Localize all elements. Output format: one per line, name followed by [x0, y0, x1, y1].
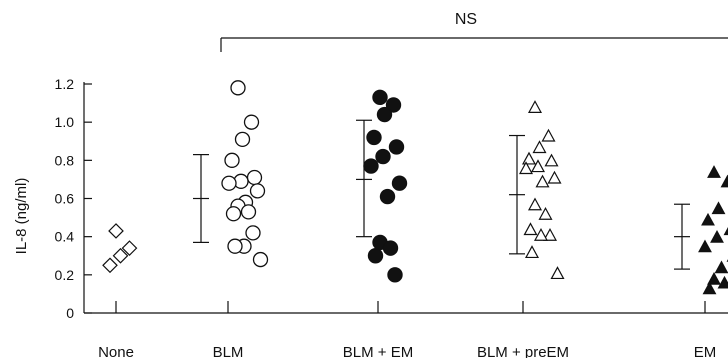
data-point	[714, 260, 728, 274]
data-point	[375, 148, 391, 165]
data-point	[382, 240, 399, 256]
data-point	[366, 129, 382, 146]
data-point	[221, 175, 237, 191]
data-point	[527, 197, 543, 211]
data-point	[518, 161, 534, 175]
data-point	[717, 275, 728, 289]
data-point	[234, 131, 251, 147]
x-category-label: None	[98, 344, 134, 358]
y-tick-label: 1.0	[55, 114, 75, 130]
y-tick-label: 0.6	[55, 191, 75, 207]
data-point	[372, 89, 388, 106]
data-point	[701, 212, 715, 226]
data-point	[535, 174, 550, 188]
y-tick-label: 0.2	[55, 267, 75, 283]
data-point	[698, 239, 712, 253]
y-axis-label: IL-8 (ng/ml)	[13, 178, 30, 255]
data-point	[249, 183, 266, 199]
data-point	[367, 248, 384, 264]
data-point	[547, 170, 562, 184]
data-point	[388, 139, 405, 155]
data-point	[225, 206, 242, 222]
x-category-label: BLM + EM	[343, 344, 413, 358]
x-category-label: BLM + preEM	[477, 344, 569, 358]
error-bars	[193, 119, 690, 270]
data-point	[544, 153, 559, 167]
data-point	[240, 204, 257, 220]
y-axis: 0 0.2 0.4 0.6 0.8 1.0 1.2	[55, 76, 92, 321]
data-point	[541, 128, 556, 142]
data-point	[707, 165, 721, 178]
data-point	[108, 223, 124, 239]
data-point	[121, 240, 138, 256]
data-point	[243, 114, 260, 130]
data-point	[710, 230, 724, 243]
x-category-label: EM	[694, 344, 717, 358]
data-point	[711, 201, 726, 215]
data-point	[387, 267, 403, 283]
y-tick-label: 0.4	[55, 229, 75, 245]
data-point	[376, 106, 393, 123]
data-point	[533, 228, 549, 241]
significance-annotation: NS	[220, 11, 728, 52]
data-point	[227, 238, 243, 254]
significance-label: NS	[455, 11, 477, 28]
data-point	[527, 100, 543, 113]
data-point	[379, 188, 396, 205]
data-point	[523, 222, 538, 236]
data-point	[524, 245, 540, 259]
y-tick-label: 1.2	[55, 76, 75, 92]
data-point	[102, 257, 118, 274]
data-point	[720, 174, 728, 188]
data-point	[230, 80, 246, 96]
data-point	[707, 272, 721, 285]
data-point	[521, 151, 537, 165]
y-tick-label: 0.8	[55, 152, 75, 168]
data-point	[530, 159, 546, 173]
data-point	[385, 97, 402, 113]
data-point	[550, 266, 565, 280]
data-points	[102, 80, 728, 295]
y-tick-label: 0	[66, 305, 74, 321]
data-point	[391, 175, 408, 191]
data-point	[245, 225, 261, 241]
data-point	[542, 228, 558, 241]
data-point	[723, 226, 728, 236]
x-category-label: BLM	[213, 344, 244, 358]
data-point	[112, 247, 129, 264]
x-axis: None BLM BLM + EM BLM + preEM EM	[84, 301, 728, 358]
data-point	[702, 281, 717, 295]
data-point	[538, 207, 553, 220]
data-point	[363, 158, 379, 174]
data-point	[252, 251, 269, 268]
data-point	[246, 169, 263, 186]
data-point	[224, 152, 240, 168]
data-point	[532, 140, 547, 154]
